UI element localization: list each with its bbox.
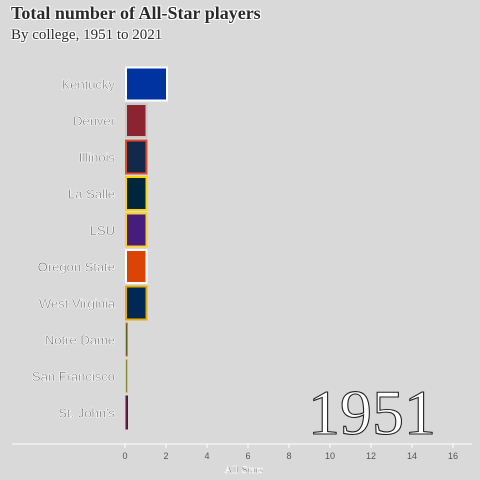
x-tick-label: 2 bbox=[163, 451, 168, 461]
x-tick-label: 4 bbox=[204, 451, 209, 461]
bar-san-francisco bbox=[125, 359, 128, 393]
chart-title: Total number of All-Star players bbox=[11, 3, 261, 23]
bar-denver bbox=[125, 103, 148, 138]
bar-la-salle bbox=[125, 176, 148, 211]
category-label: Notre Dame bbox=[45, 333, 115, 348]
bar-lsu bbox=[125, 212, 148, 248]
category-label: West Virginia bbox=[39, 296, 116, 311]
category-label: LSU bbox=[90, 223, 115, 238]
category-label: Kentucky bbox=[62, 77, 116, 92]
bar-st-john-s bbox=[125, 395, 128, 430]
category-label: St. John's bbox=[58, 406, 115, 421]
category-label: Illinois bbox=[79, 150, 116, 165]
x-tick-label: 0 bbox=[122, 451, 127, 461]
category-label: Oregon State bbox=[38, 260, 115, 275]
x-tick-label: 10 bbox=[325, 451, 335, 461]
category-label: La Salle bbox=[68, 187, 115, 202]
x-tick-label: 8 bbox=[286, 451, 291, 461]
bar-kentucky bbox=[125, 66, 168, 102]
chart-subtitle: By college, 1951 to 2021 bbox=[11, 27, 163, 43]
bar-notre-dame bbox=[125, 322, 128, 357]
bar-west-virginia bbox=[125, 285, 148, 321]
x-tick-label: 16 bbox=[448, 451, 458, 461]
bar-illinois bbox=[125, 139, 148, 175]
category-label: San Francisco bbox=[32, 369, 115, 384]
x-tick-label: 14 bbox=[407, 451, 417, 461]
bar-oregon-state bbox=[125, 249, 148, 284]
category-label: Denver bbox=[73, 114, 116, 129]
x-tick-label: 12 bbox=[366, 451, 376, 461]
x-tick-label: 6 bbox=[245, 451, 250, 461]
x-axis-label: All Stars bbox=[225, 464, 264, 476]
year-label: 1951 bbox=[308, 377, 436, 448]
